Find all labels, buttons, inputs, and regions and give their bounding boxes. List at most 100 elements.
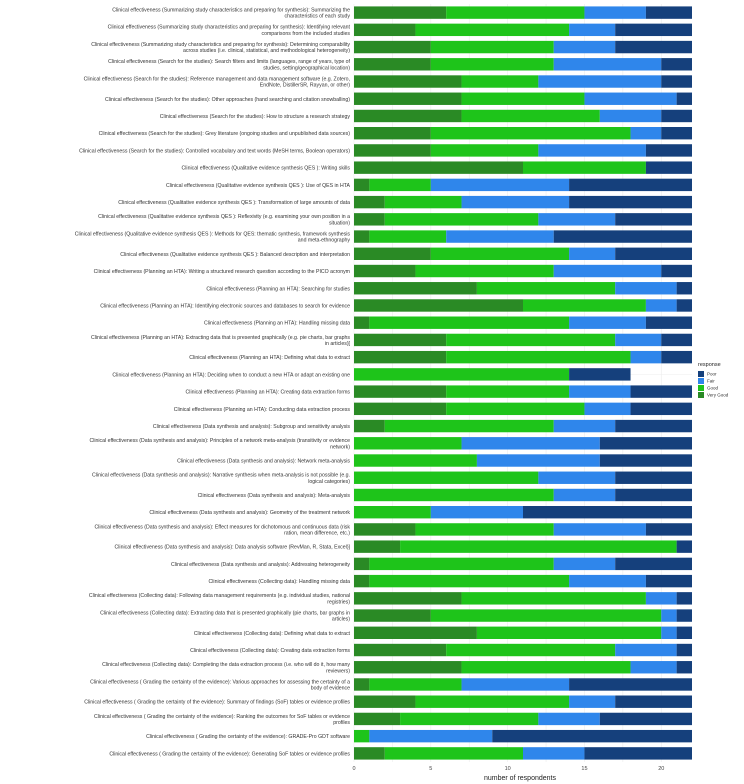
bar-segment-good	[461, 92, 585, 105]
bar-segment-good	[354, 454, 477, 467]
bar-segment-very-good	[354, 661, 462, 674]
bar-segment-poor	[645, 316, 692, 329]
bar-segment-good	[354, 368, 570, 381]
bar-segment-poor	[676, 282, 692, 295]
category-label: Clinical effectiveness (Data synthesis a…	[92, 473, 350, 485]
legend-title: response	[698, 362, 721, 368]
x-tick-label: 20	[658, 766, 664, 772]
category-label: Clinical effectiveness (Planning an HTA)…	[100, 303, 350, 309]
category-label: Clinical effectiveness (Search for the s…	[108, 59, 350, 71]
category-label: Clinical effectiveness ( Grading the cer…	[90, 679, 350, 691]
bar-segment-very-good	[354, 747, 385, 760]
bar-segment-very-good	[354, 678, 370, 691]
bar-segment-poor	[492, 729, 692, 743]
bar-segment-poor	[599, 437, 692, 450]
category-label: Clinical effectiveness (Search for the s…	[79, 148, 350, 154]
bar-segment-poor	[645, 523, 692, 536]
bar-segment-good	[400, 540, 677, 553]
bar-segment-poor	[645, 6, 692, 19]
bar-segment-very-good	[354, 385, 447, 398]
bar-segment-poor	[661, 75, 692, 88]
bar-segment-fair	[645, 299, 677, 312]
bar-segment-poor	[661, 264, 692, 278]
bar-segment-fair	[584, 402, 631, 416]
bar-segment-poor	[569, 178, 692, 192]
bar-segment-poor	[661, 350, 692, 364]
bar-segment-very-good	[354, 333, 447, 347]
bar-segment-poor	[676, 299, 692, 312]
bar-segment-fair	[446, 230, 554, 243]
bar-segment-fair	[553, 488, 616, 502]
category-label: Clinical effectiveness ( Grading the cer…	[146, 734, 350, 740]
bar-segment-poor	[615, 23, 692, 37]
x-tick-label: 5	[429, 766, 432, 772]
bar-segment-good	[369, 557, 554, 571]
category-label: Clinical effectiveness (Qualitative evid…	[75, 231, 351, 243]
category-label: Clinical effectiveness (Planning an HTA)…	[204, 321, 350, 327]
category-labels: Clinical effectiveness (Summarizing stud…	[75, 8, 351, 758]
bar-segment-good	[369, 316, 570, 329]
bar-segment-fair	[461, 195, 570, 209]
category-label: Clinical effectiveness (Collecting data)…	[100, 610, 350, 622]
bar-segment-poor	[599, 454, 692, 467]
bar-segment-fair	[430, 506, 523, 519]
bar-segment-poor	[599, 712, 692, 726]
bar-segment-fair	[538, 213, 616, 226]
x-axis-title: number of respondents	[484, 775, 556, 782]
category-label: Clinical effectiveness (Search for the s…	[84, 76, 351, 88]
bar-segment-very-good	[354, 247, 431, 260]
bar-segment-fair	[538, 471, 616, 484]
bar-segment-good	[369, 574, 570, 588]
category-label: Clinical effectiveness (Search for the s…	[105, 97, 350, 103]
bar-segment-fair	[538, 144, 646, 157]
bar-segment-poor	[630, 385, 692, 398]
bar-segment-fair	[569, 695, 616, 708]
bar-segment-fair	[599, 109, 662, 123]
bar-segment-good	[476, 282, 616, 295]
category-label: Clinical effectiveness (Collecting data)…	[194, 631, 351, 637]
category-label: Clinical effectiveness (Collecting data)…	[209, 579, 351, 585]
bar-segment-good	[430, 247, 570, 260]
category-label: Clinical effectiveness (Planning an HTA)…	[174, 407, 351, 413]
bar-segment-poor	[661, 58, 692, 71]
category-label: Clinical effectiveness (Qualitative evid…	[98, 214, 350, 226]
bar-segment-fair	[569, 316, 646, 329]
bar-segment-very-good	[354, 609, 431, 622]
bar-segment-poor	[615, 40, 692, 54]
bar-segment-good	[384, 419, 554, 433]
category-label: Clinical effectiveness (Summarizing stud…	[108, 25, 351, 37]
bar-segment-good	[415, 23, 570, 37]
bar-segment-fair	[553, 557, 616, 571]
category-label: Clinical effectiveness (Data synthesis a…	[149, 510, 350, 516]
bar-segment-poor	[676, 592, 692, 605]
bar-segment-fair	[538, 712, 600, 726]
bar-segment-good	[384, 195, 462, 209]
x-tick-label: 0	[352, 766, 355, 772]
bar-segment-fair	[476, 454, 600, 467]
category-label: Clinical effectiveness (Qualitative evid…	[182, 166, 351, 172]
bar-segment-good	[369, 678, 462, 691]
bar-segment-fair	[584, 92, 677, 105]
bar-segment-fair	[569, 23, 616, 37]
bar-segment-fair	[553, 40, 616, 54]
bar-segment-good	[384, 213, 539, 226]
bar-segment-good	[354, 729, 370, 743]
bar-segment-good	[430, 58, 554, 71]
bar-segment-poor	[569, 195, 692, 209]
category-label: Clinical effectiveness (Planning an HTA)…	[112, 372, 350, 378]
bar-segment-poor	[615, 419, 692, 433]
category-label: Clinical effectiveness (Qualitative evid…	[166, 183, 351, 189]
bar-segment-good	[523, 161, 646, 174]
bar-segment-very-good	[354, 58, 431, 71]
bar-segment-very-good	[354, 195, 385, 209]
bar-segment-poor	[553, 230, 692, 243]
bar-segment-fair	[645, 592, 677, 605]
bar-segment-fair	[553, 419, 616, 433]
category-label: Clinical effectiveness (Data synthesis a…	[177, 459, 350, 465]
bar-segment-very-good	[354, 6, 447, 19]
bar-segment-good	[461, 109, 600, 123]
bar-segment-very-good	[354, 592, 462, 605]
bar-segment-poor	[645, 144, 692, 157]
bar-segment-fair	[553, 523, 646, 536]
